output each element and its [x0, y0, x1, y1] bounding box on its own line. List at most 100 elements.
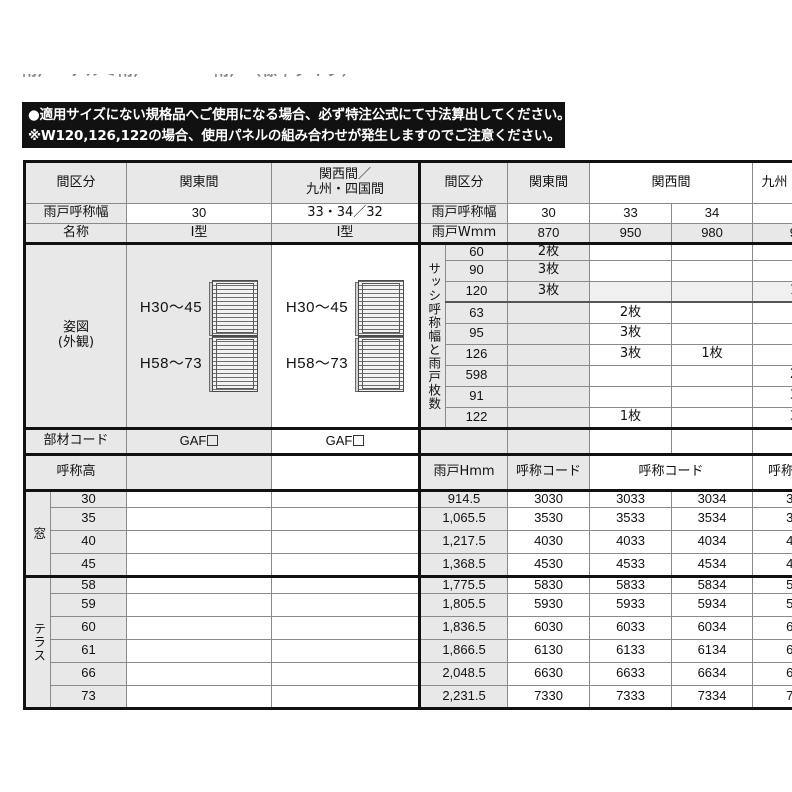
sash-count-126-kansai34: 1枚	[671, 343, 754, 366]
sash-count-95-kanto	[507, 322, 591, 345]
nominal-width-row: 雨戸呼称幅 30 33・34／32 雨戸呼称幅 30 33 34 32	[22, 203, 792, 224]
terrace-hmm-66: 2,048.5	[419, 661, 509, 686]
window-code-45-kansai34: 4534	[671, 552, 754, 578]
lower-header-spacer-1	[126, 452, 273, 491]
terrace-blank-66-a	[126, 661, 273, 686]
sash-count-120-kansai34	[671, 280, 754, 304]
sash-width-598: 598	[445, 364, 509, 387]
sash-count-120-kansai33	[589, 280, 673, 304]
window-code-40-kanto: 4030	[507, 529, 591, 554]
right-nominal-width-kanto: 30	[507, 203, 591, 224]
part-code-label: 部材コード	[22, 426, 128, 455]
window-blank-40-b	[271, 529, 422, 554]
window-code-35-kansai33: 3533	[589, 506, 673, 531]
code-blank-box-icon	[207, 434, 219, 446]
sash-count-60-kyushu	[752, 242, 792, 261]
figure-kansai-small: H30〜45	[273, 279, 417, 336]
window-blank-35-a	[126, 506, 273, 531]
right-nominal-width-kansai33: 33	[589, 203, 673, 224]
figure-kanto-large-label: H58〜73	[139, 355, 203, 373]
window-blank-30-b	[271, 488, 422, 508]
part-code-spacer-3	[589, 426, 673, 455]
sash-count-63-kyushu	[752, 301, 792, 324]
table-row: 45 1,368.5 4530 4533 4534 4532	[25, 552, 792, 578]
nominal-height-label: 呼称高	[22, 452, 128, 491]
window-code-40-kansai33: 4033	[589, 529, 673, 554]
sash-count-120-kanto: 3枚	[507, 280, 591, 304]
window-height-45: 45	[49, 552, 128, 578]
sash-count-90-kansai34	[671, 259, 754, 282]
terrace-code-58-kanto: 5830	[507, 574, 591, 594]
figure-kansai-small-label: H30〜45	[285, 299, 349, 317]
window-blank-30-a	[126, 488, 273, 508]
left-header-kanto: 関東間	[126, 160, 273, 204]
part-code-kanto-text: GAF	[179, 432, 207, 448]
right-header-ma-kubun: 間区分	[419, 160, 509, 204]
window-code-45-kanto: 4530	[507, 552, 591, 578]
part-code-row: 部材コード GAF GAF	[22, 426, 792, 455]
terrace-code-66-kyushu: 6632	[752, 661, 792, 686]
left-header-ma-kubun: 間区分	[22, 160, 128, 204]
sash-count-120-kyushu: 1枚	[752, 280, 792, 304]
terrace-blank-66-b	[271, 661, 422, 686]
window-code-30-kyushu: 3032	[752, 488, 792, 508]
terrace-blank-58-a	[126, 574, 273, 594]
window-height-40: 40	[49, 529, 128, 554]
figure-label-cell: 姿図 (外観)	[22, 242, 128, 429]
left-nominal-width-label: 雨戸呼称幅	[22, 203, 128, 224]
figure-label-line2: (外観)	[57, 334, 95, 350]
sash-width-126: 126	[445, 343, 509, 366]
right-w-kansai34: 980	[671, 223, 754, 244]
table-row: 61 1,866.5 6130 6133 6134 6132	[25, 638, 792, 663]
terrace-blank-61-a	[126, 638, 273, 663]
lower-header-row: 呼称高 雨戸Hmm 呼称コード 呼称コード 呼称コード	[22, 452, 792, 491]
window-code-40-kyushu: 4032	[752, 529, 792, 554]
notice-line-1: ●適用サイズにない規格品へご使用になる場合、必ず特注公式にて寸法算出してください…	[28, 107, 571, 123]
sash-width-122: 122	[445, 406, 509, 430]
table-row: 59 1,805.5 5930 5933 5934 5932	[25, 592, 792, 617]
part-code-spacer-1	[419, 426, 509, 455]
window-code-40-kansai34: 4034	[671, 529, 754, 554]
part-code-kanto: GAF	[126, 426, 273, 455]
code-label-kyushu: 呼称コード	[752, 452, 792, 491]
right-w-label: 雨戸Wmm	[419, 223, 509, 244]
group-window-label-text: 窓	[31, 526, 47, 541]
right-nominal-width-kyushu: 32	[752, 203, 792, 224]
sash-row: 120 3枚 1枚	[25, 280, 792, 304]
terrace-code-60-kyushu: 6032	[752, 615, 792, 640]
right-header-kyushu: 九州・四国間	[752, 160, 792, 204]
sash-count-91-kyushu: 3枚	[752, 385, 792, 408]
terrace-code-73-kansai34: 7334	[671, 684, 754, 710]
terrace-blank-59-a	[126, 592, 273, 617]
group-terrace-label-text: テラス	[31, 622, 47, 663]
window-code-45-kansai33: 4533	[589, 552, 673, 578]
sash-count-95-kansai34	[671, 322, 754, 345]
sash-count-60-kanto: 2枚	[507, 242, 591, 261]
sash-row: 姿図 (外観) H30〜45 H58〜73	[22, 242, 792, 429]
sash-count-598-kanto	[507, 364, 591, 387]
sash-width-90: 90	[445, 259, 509, 282]
sash-width-63: 63	[445, 301, 509, 324]
terrace-code-61-kansai33: 6133	[589, 638, 673, 663]
sash-row: 91 3枚	[25, 385, 792, 408]
part-code-kansai-text: GAF	[325, 432, 353, 448]
lower-header-spacer-2	[271, 452, 422, 491]
terrace-code-61-kansai34: 6134	[671, 638, 754, 663]
sash-width-91: 91	[445, 385, 509, 408]
sash-count-122-kansai33: 1枚	[589, 406, 673, 430]
window-blank-35-b	[271, 506, 422, 531]
sash-width-120: 120	[445, 280, 509, 304]
sash-count-60-kansai33	[589, 242, 673, 261]
terrace-code-58-kansai33: 5833	[589, 574, 673, 594]
terrace-code-73-kyushu: 7332	[752, 684, 792, 710]
sash-count-598-kansai34	[671, 364, 754, 387]
sash-count-90-kyushu	[752, 259, 792, 282]
terrace-hmm-73: 2,231.5	[419, 684, 509, 710]
terrace-hmm-59: 1,805.5	[419, 592, 509, 617]
table-row: テラス 58 1,775.5 5830 5833 5834 5832	[23, 574, 792, 710]
terrace-code-60-kansai33: 6033	[589, 615, 673, 640]
terrace-blank-73-b	[271, 684, 422, 710]
sash-count-91-kansai34	[671, 385, 754, 408]
sash-width-60: 60	[445, 242, 509, 261]
